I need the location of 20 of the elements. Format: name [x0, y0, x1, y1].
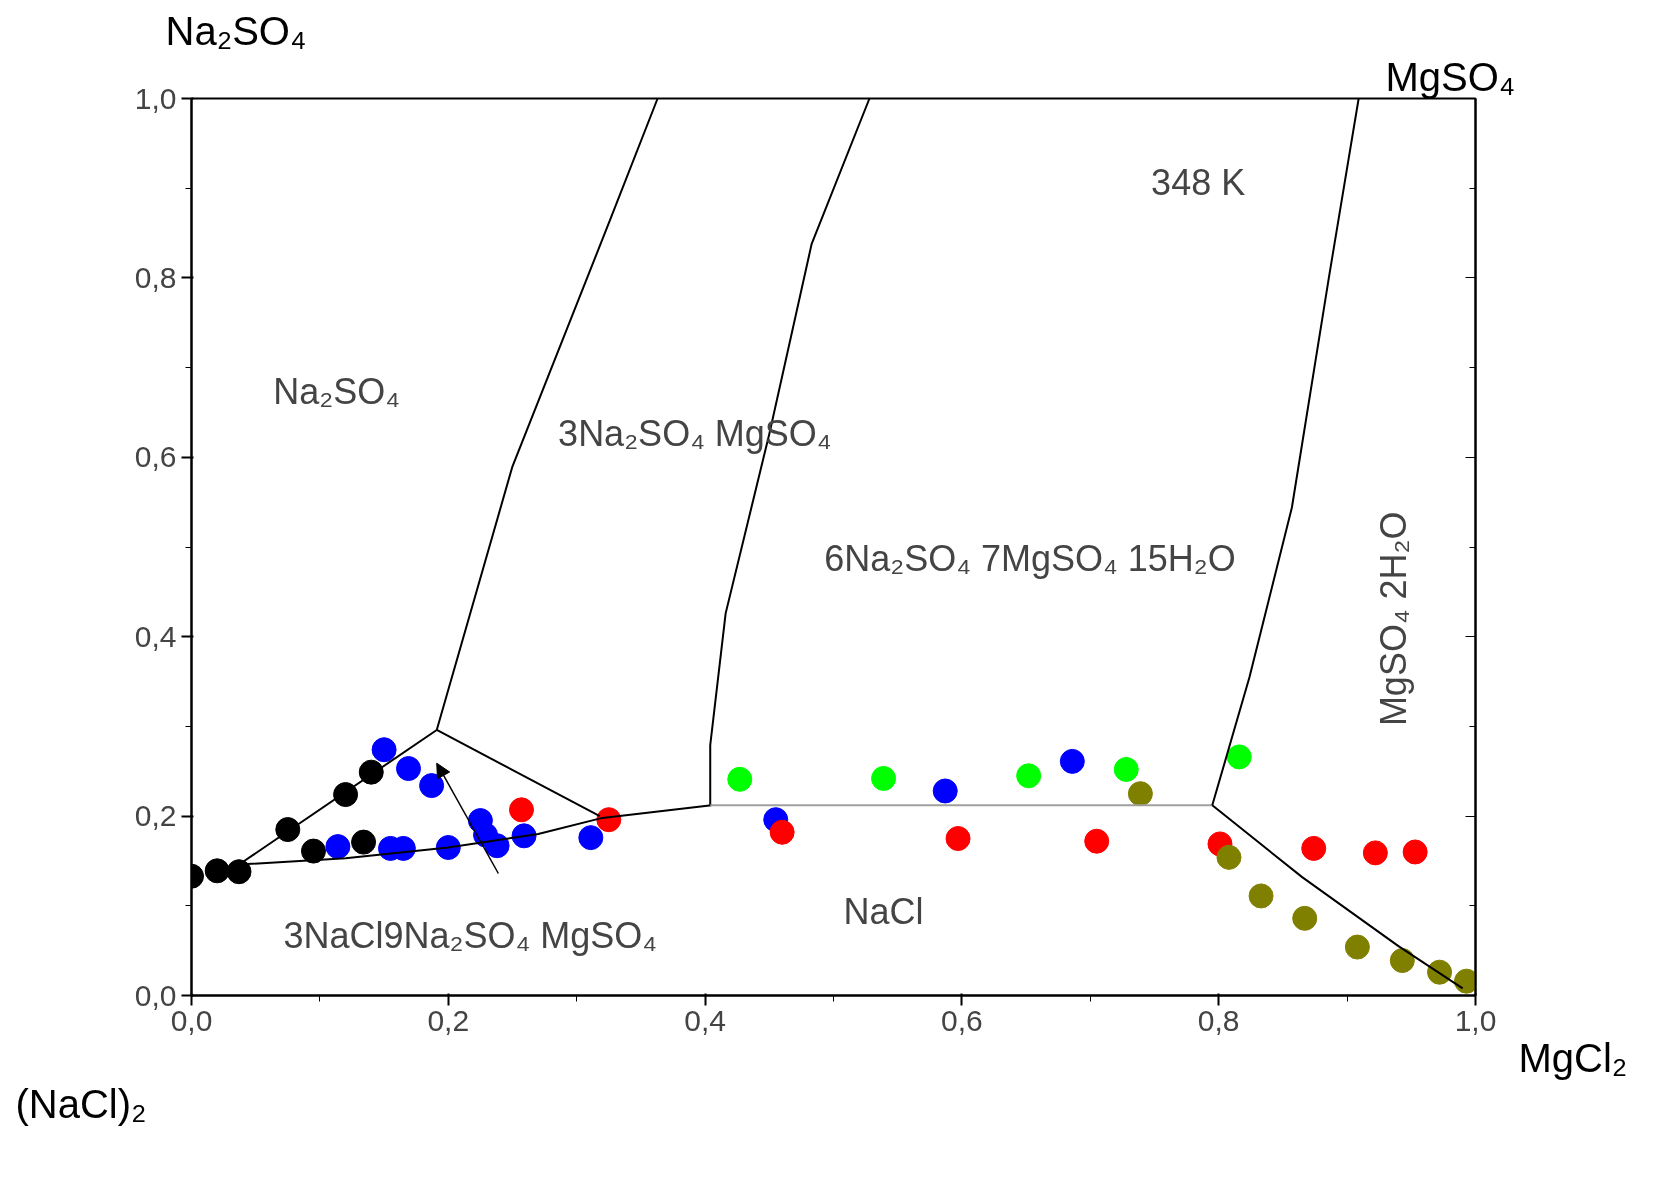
annotation: 3NaCl9Na₂SO₄ MgSO₄	[283, 914, 657, 956]
x-tick-label: 0,2	[427, 1003, 470, 1037]
annotation: 6Na₂SO₄ 7MgSO₄ 15H₂O	[824, 538, 1236, 580]
text: (NaCl)₂	[15, 1081, 147, 1126]
x-tick-label: 0,6	[941, 1003, 983, 1037]
y-tick-label: 1,0	[134, 81, 177, 115]
x-tick-label: 1,0	[1454, 1003, 1497, 1037]
x-tick-label: 0,8	[1197, 1003, 1240, 1037]
y-tick-label: 0,8	[134, 260, 177, 294]
y-tick-label: 0,2	[134, 799, 177, 833]
annotation: MgSO₄ 2H₂O	[1372, 511, 1414, 727]
text: MgCl₂	[1518, 1035, 1628, 1080]
annotation: Na₂SO₄	[273, 371, 400, 413]
y-tick-label: 0,6	[134, 440, 177, 474]
y-tick-label: 0,4	[134, 619, 177, 653]
text: Na₂SO₄	[165, 8, 307, 53]
annotation: MgSO₄	[1385, 54, 1516, 99]
annotation: NaCl	[843, 890, 924, 932]
x-tick-label: 0,4	[684, 1003, 726, 1037]
annotation: 348 K	[1151, 162, 1246, 204]
